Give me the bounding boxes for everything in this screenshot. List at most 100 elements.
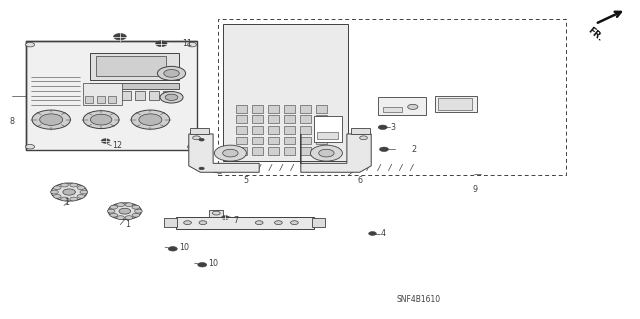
Bar [383, 107, 402, 112]
Text: 3: 3 [390, 123, 396, 132]
Bar [284, 147, 295, 155]
Circle shape [116, 216, 124, 219]
Bar [236, 105, 247, 113]
Circle shape [125, 216, 133, 219]
Circle shape [291, 221, 298, 225]
Bar [268, 115, 279, 123]
Bar [96, 56, 166, 76]
Circle shape [77, 194, 85, 198]
Circle shape [188, 42, 196, 47]
Circle shape [53, 186, 61, 190]
Circle shape [70, 197, 77, 201]
Text: 2: 2 [411, 145, 416, 154]
Circle shape [199, 221, 207, 225]
Circle shape [132, 205, 140, 209]
Bar [236, 126, 247, 134]
Bar [284, 137, 295, 144]
Bar [149, 91, 159, 100]
Bar [284, 105, 295, 113]
Circle shape [26, 42, 35, 47]
Circle shape [119, 208, 131, 214]
Circle shape [125, 203, 133, 207]
Circle shape [101, 139, 110, 143]
Circle shape [378, 125, 387, 130]
Text: SNF4B1610: SNF4B1610 [397, 295, 441, 304]
Circle shape [108, 209, 115, 213]
Bar [164, 218, 177, 227]
Bar [284, 126, 295, 134]
Bar [236, 115, 247, 123]
Circle shape [134, 209, 142, 213]
Bar [236, 147, 247, 155]
Circle shape [70, 183, 77, 187]
Circle shape [168, 247, 177, 251]
Circle shape [212, 211, 220, 215]
Bar [90, 83, 179, 89]
Circle shape [193, 136, 200, 140]
Circle shape [40, 114, 63, 125]
Circle shape [198, 263, 207, 267]
Circle shape [214, 145, 246, 161]
Bar [90, 53, 179, 80]
Circle shape [319, 149, 334, 157]
Circle shape [310, 145, 342, 161]
Bar [83, 83, 122, 105]
Bar [312, 218, 325, 227]
Circle shape [61, 183, 68, 187]
Bar [218, 19, 566, 175]
Circle shape [156, 41, 167, 47]
Bar [209, 210, 223, 217]
Circle shape [157, 66, 186, 80]
Bar [252, 126, 263, 134]
Text: 6: 6 [357, 176, 362, 185]
Circle shape [132, 213, 140, 217]
Polygon shape [26, 41, 197, 150]
Bar [268, 126, 279, 134]
Circle shape [408, 104, 418, 109]
Bar [268, 147, 279, 155]
Circle shape [80, 190, 88, 194]
Circle shape [165, 94, 178, 100]
Bar [314, 116, 342, 142]
Bar [316, 147, 327, 155]
Bar [121, 91, 131, 100]
Bar [108, 96, 116, 103]
Bar [300, 147, 311, 155]
Bar [93, 91, 103, 100]
Bar [300, 126, 311, 134]
Text: 12: 12 [112, 141, 122, 150]
Bar [252, 105, 263, 113]
Text: 5: 5 [243, 176, 248, 185]
Bar [252, 137, 263, 144]
Bar [252, 147, 263, 155]
Circle shape [199, 167, 204, 170]
Text: FR.: FR. [586, 26, 605, 43]
Circle shape [61, 197, 68, 201]
Text: 7: 7 [234, 216, 239, 225]
Bar [252, 115, 263, 123]
Circle shape [51, 183, 87, 201]
Circle shape [199, 138, 204, 141]
Text: 10: 10 [208, 259, 218, 268]
Bar [316, 105, 327, 113]
Bar [236, 137, 247, 144]
Text: 1: 1 [64, 198, 69, 207]
Text: 11: 11 [182, 39, 193, 48]
Circle shape [360, 136, 367, 140]
Circle shape [113, 33, 126, 40]
Bar [316, 126, 327, 134]
Circle shape [164, 70, 179, 77]
Circle shape [77, 186, 85, 190]
Circle shape [116, 203, 124, 207]
Circle shape [83, 111, 119, 129]
Text: 4: 4 [381, 229, 386, 238]
Circle shape [110, 213, 118, 217]
Bar [190, 128, 209, 134]
Polygon shape [189, 134, 259, 172]
Circle shape [160, 92, 183, 103]
Circle shape [223, 149, 238, 157]
Bar [268, 137, 279, 144]
Bar [300, 115, 311, 123]
Circle shape [275, 221, 282, 225]
Circle shape [184, 221, 191, 225]
